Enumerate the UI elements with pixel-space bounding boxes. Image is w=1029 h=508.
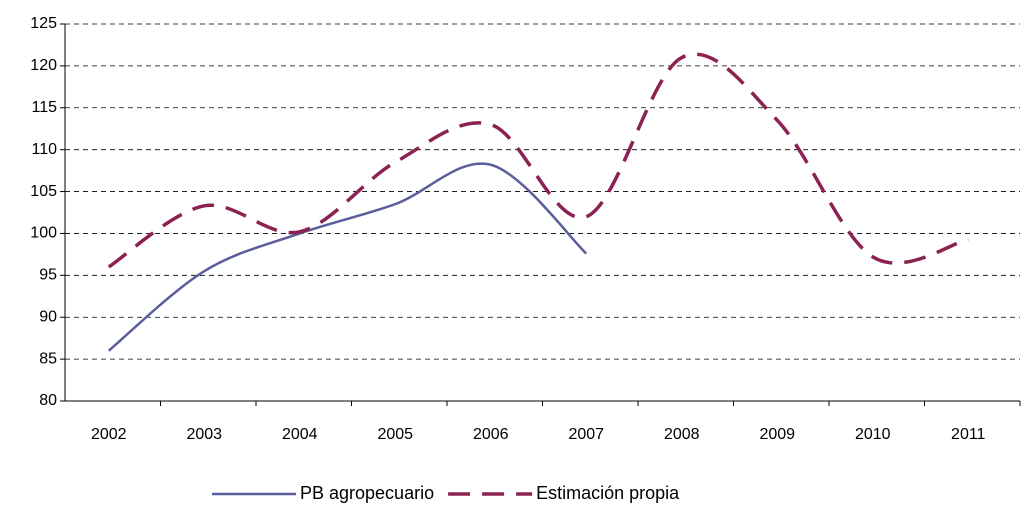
y-tick-label: 100	[30, 225, 57, 242]
x-tick-label: 2005	[377, 426, 413, 443]
series-line	[107, 52, 969, 269]
y-tick-label: 115	[31, 99, 57, 116]
x-tick-label: 2004	[282, 426, 318, 443]
legend-label: PB agropecuario	[300, 483, 434, 503]
x-tick-label: 2008	[664, 426, 700, 443]
x-tick-label: 2003	[186, 426, 222, 443]
x-tick-label: 2007	[568, 426, 604, 443]
y-tick-label: 95	[39, 267, 57, 284]
x-tick-label: 2011	[951, 426, 986, 443]
x-tick-label: 2002	[91, 426, 127, 443]
x-tick-label: 2009	[759, 426, 795, 443]
x-tick-label: 2006	[473, 426, 509, 443]
y-tick-label: 80	[39, 392, 57, 409]
series-line	[107, 162, 588, 352]
y-tick-label: 125	[30, 15, 57, 32]
y-tick-label: 90	[39, 308, 57, 325]
y-tick-label: 110	[31, 141, 57, 158]
x-tick-label: 2010	[855, 426, 891, 443]
y-tick-label: 85	[39, 350, 57, 367]
y-tick-label: 105	[30, 183, 57, 200]
legend-label: Estimación propia	[536, 483, 680, 503]
y-tick-label: 120	[30, 57, 57, 74]
